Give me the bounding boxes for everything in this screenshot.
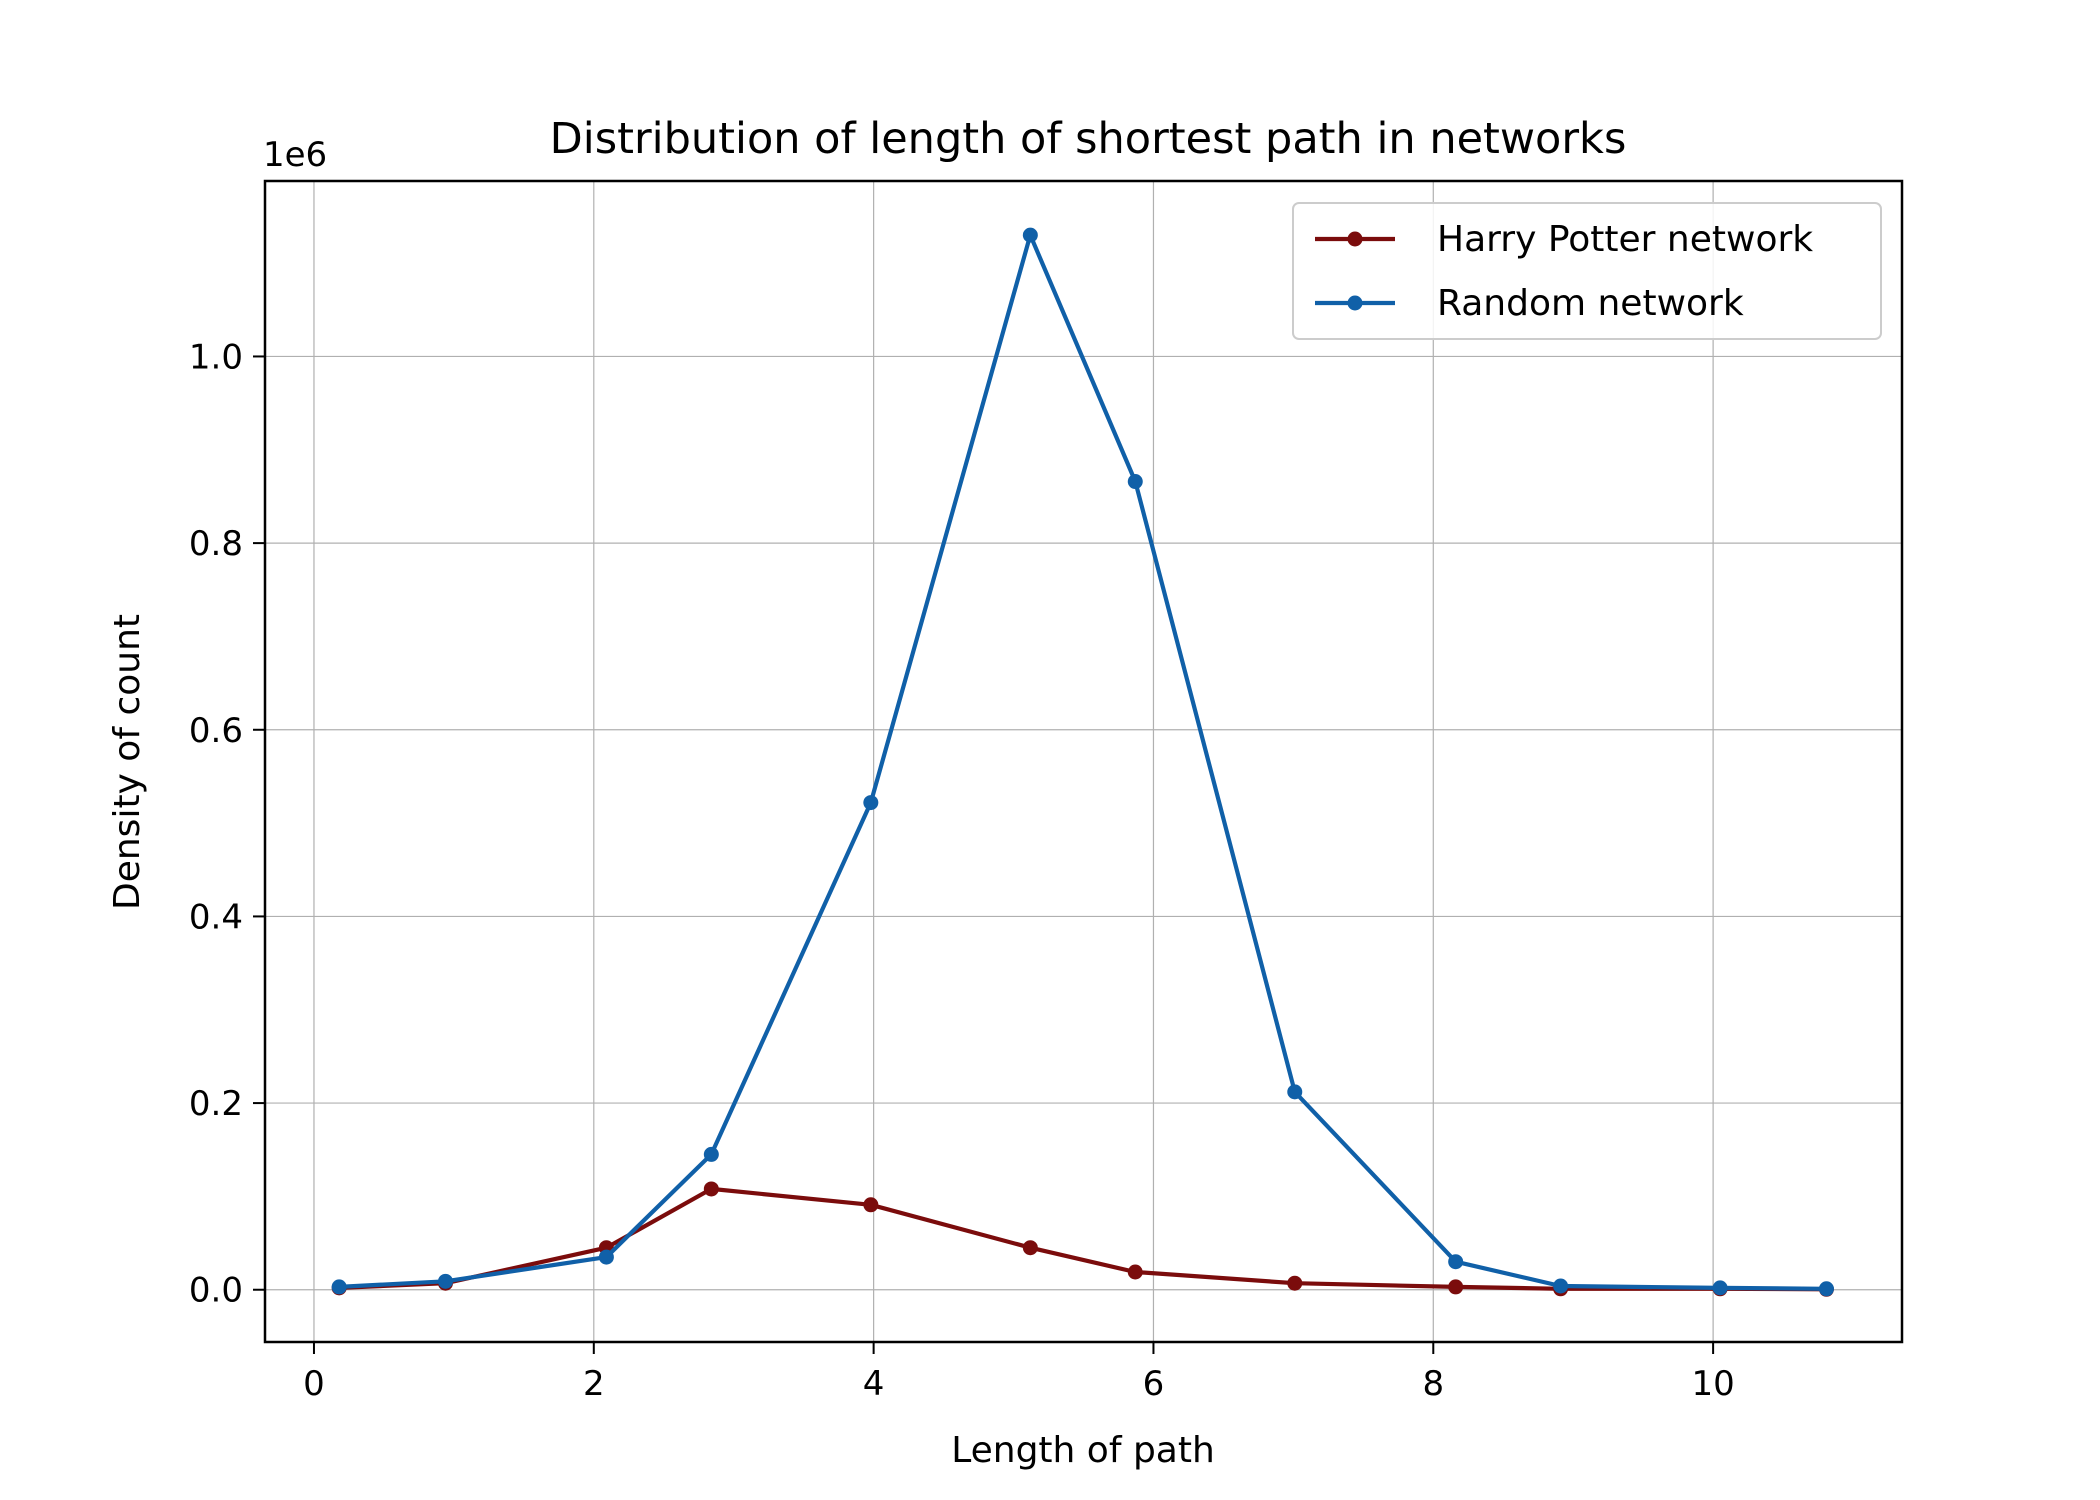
data-point	[1022, 1240, 1038, 1256]
legend-entry: Harry Potter network	[1315, 219, 1813, 260]
data-point	[1712, 1280, 1728, 1296]
legend-box	[1292, 202, 1882, 340]
grid	[265, 181, 1902, 1342]
data-point	[1818, 1281, 1834, 1297]
legend-label: Random network	[1437, 283, 1744, 324]
data-point	[863, 795, 879, 811]
data-point	[331, 1279, 347, 1295]
x-tick-label: 6	[1143, 1364, 1165, 1404]
x-axis: 0 2 4 6 8 10	[303, 1342, 1735, 1404]
data-point	[703, 1146, 719, 1162]
x-tick-label: 2	[583, 1364, 605, 1404]
chart-title: Distribution of length of shortest path …	[550, 114, 1627, 164]
y-tick-label: 0.2	[189, 1084, 243, 1124]
x-tick-label: 8	[1422, 1364, 1444, 1404]
data-point	[863, 1197, 879, 1213]
y-tick-label: 0.0	[189, 1271, 243, 1311]
series-line	[339, 1186, 1827, 1292]
data-point	[703, 1181, 719, 1197]
x-tick-label: 0	[303, 1364, 325, 1404]
data-point	[1448, 1279, 1464, 1295]
data-point	[598, 1249, 614, 1265]
y-tick-label: 0.4	[189, 897, 243, 937]
y-tick-label: 1.0	[189, 337, 243, 377]
data-point	[437, 1273, 453, 1289]
data-point	[1287, 1275, 1303, 1291]
y-offset-label: 1e6	[263, 135, 327, 175]
data-point	[1553, 1278, 1569, 1294]
y-axis-label: Density of count	[107, 614, 148, 910]
plot-frame	[263, 179, 1904, 1344]
legend-marker	[1347, 295, 1363, 311]
data-point	[1287, 1084, 1303, 1100]
y-tick-label: 0.6	[189, 711, 243, 751]
x-axis-label: Length of path	[951, 1430, 1215, 1471]
data-point	[1448, 1254, 1464, 1270]
legend-label: Harry Potter network	[1437, 219, 1813, 260]
y-tick-label: 0.8	[189, 524, 243, 564]
x-tick-label: 4	[863, 1364, 885, 1404]
series-line	[339, 233, 1827, 1291]
y-axis: 0.0 0.2 0.4 0.6 0.8 1.0	[189, 337, 265, 1311]
legend-entry: Random network	[1315, 283, 1744, 324]
x-tick-label: 10	[1691, 1364, 1734, 1404]
series-layer	[331, 227, 1834, 1297]
data-point	[1127, 1264, 1143, 1280]
series-2	[331, 227, 1834, 1297]
data-point	[1022, 227, 1038, 243]
data-point	[1127, 474, 1143, 490]
legend-marker	[1347, 231, 1363, 247]
legend: Harry Potter network Random network	[1292, 202, 1882, 340]
